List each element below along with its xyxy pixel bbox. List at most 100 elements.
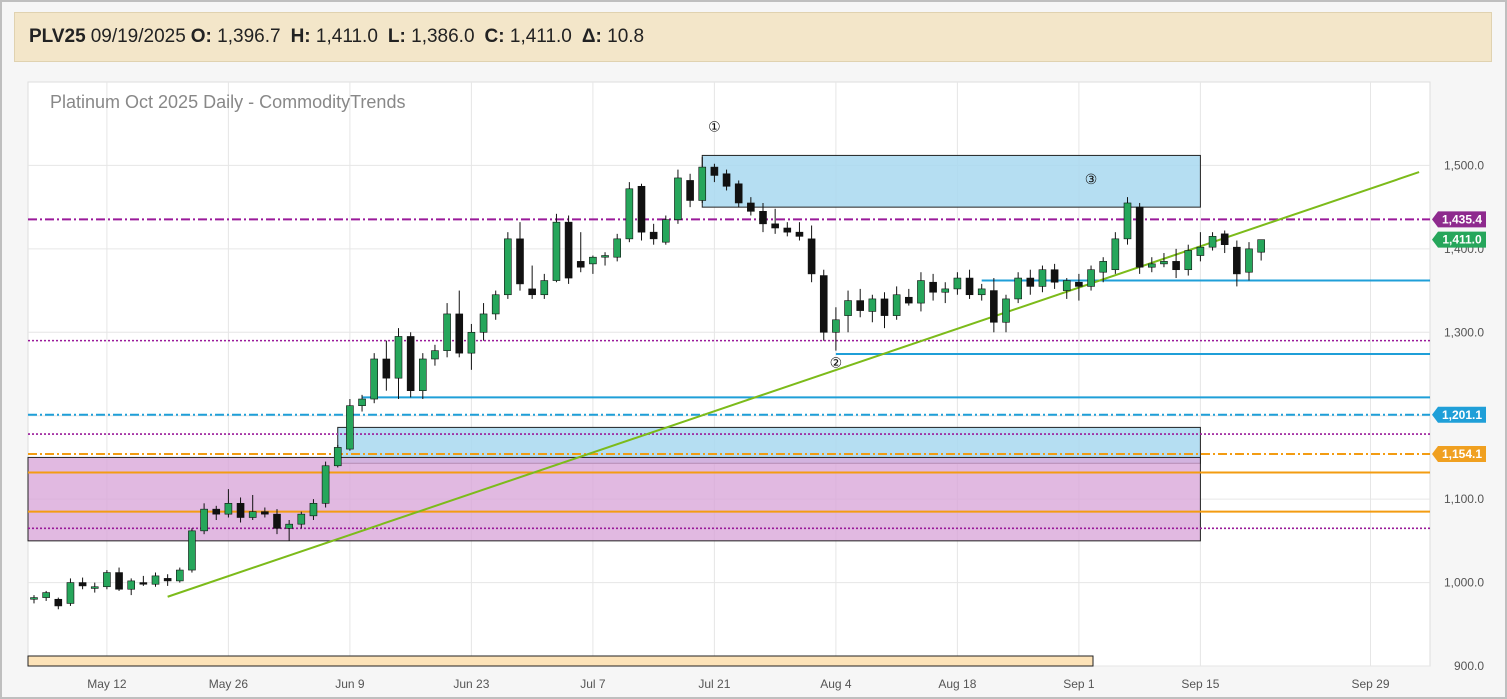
- candle: [698, 157, 707, 203]
- candle-body-down: [236, 503, 245, 518]
- price-tag: [1432, 231, 1486, 248]
- candle-body-down: [163, 578, 172, 582]
- candle: [516, 222, 524, 291]
- candle: [771, 208, 779, 234]
- candle: [929, 273, 937, 301]
- low-label: L:: [387, 26, 406, 47]
- candle: [309, 499, 318, 520]
- candle-body-up: [1245, 248, 1253, 273]
- candle: [1026, 269, 1035, 295]
- candle-body-up: [1257, 239, 1265, 253]
- candle-body-down: [455, 313, 464, 354]
- candle-body-down: [564, 221, 573, 279]
- candle-body-down: [990, 290, 998, 323]
- candle-body-up: [248, 511, 257, 518]
- candle: [1172, 248, 1180, 279]
- candle-body-up: [1111, 238, 1120, 271]
- candle-body-up: [552, 221, 561, 281]
- candle: [637, 183, 646, 241]
- price-tag: [1432, 406, 1486, 423]
- candle-body-up: [30, 597, 38, 600]
- candle: [1208, 232, 1217, 251]
- candle-body-down: [1172, 261, 1180, 271]
- candle-body-down: [139, 582, 148, 585]
- candle-body-down: [649, 231, 658, 240]
- candle-body-up: [297, 513, 306, 525]
- candle-body-down: [637, 185, 646, 233]
- candle: [977, 283, 986, 301]
- x-tick-label: Jul 21: [698, 677, 730, 691]
- x-tick-label: Sep 15: [1181, 677, 1219, 691]
- candle: [552, 213, 561, 283]
- candle: [394, 328, 403, 400]
- symbol: PLV25: [29, 26, 86, 47]
- candle-body-up: [977, 288, 986, 296]
- annotation-marker: ③: [1085, 171, 1098, 187]
- price-tag-label: 1,411.0: [1442, 233, 1482, 247]
- candle: [224, 489, 233, 518]
- x-tick-label: Jun 23: [453, 677, 489, 691]
- candle: [892, 286, 901, 320]
- candle-body-down: [929, 281, 937, 293]
- candle: [443, 303, 451, 358]
- candle-body-down: [516, 238, 524, 285]
- candle: [649, 223, 658, 245]
- candle-body-down: [54, 598, 63, 607]
- candle-body-down: [856, 300, 865, 311]
- candle: [540, 273, 549, 299]
- candle: [1184, 244, 1193, 276]
- candle-body-up: [66, 582, 75, 604]
- candle-body-up: [1208, 236, 1217, 248]
- candle-body-up: [589, 256, 597, 265]
- candle: [844, 290, 852, 333]
- candle-body-down: [807, 238, 816, 275]
- candle: [1002, 294, 1010, 333]
- price-tag: [1432, 211, 1486, 228]
- candle: [601, 252, 609, 266]
- x-axis: May 12 May 26 Jun 9 Jun 23 Jul 7 Jul 21 Aug 4 A…: [87, 677, 1390, 691]
- candle: [807, 225, 816, 283]
- y-tick-label: 1,300.0: [1444, 325, 1484, 339]
- candle-body-up: [200, 508, 208, 532]
- candle: [431, 344, 439, 366]
- candle: [30, 595, 38, 604]
- candle: [163, 574, 172, 586]
- candle-body-up: [892, 294, 901, 316]
- candle: [795, 222, 804, 241]
- zone-resistance: [701, 154, 1201, 208]
- candle: [589, 255, 597, 274]
- candle: [1050, 263, 1059, 289]
- candle: [613, 233, 622, 262]
- price-tags: 1,435.4 1,411.0 1,201.1 1,154.1: [1432, 211, 1486, 463]
- candle: [212, 505, 221, 520]
- ohlc-header: PLV25 09/19/2025 O: 1,396.7 H: 1,411.0 L…: [14, 12, 1492, 62]
- candle-body-up: [1184, 250, 1193, 271]
- candle: [151, 572, 160, 587]
- candle: [115, 567, 123, 591]
- candle: [1245, 242, 1253, 281]
- candle-body-down: [795, 231, 804, 237]
- candle-body-up: [868, 298, 877, 312]
- candle-body-down: [528, 288, 536, 296]
- x-tick-label: Aug 18: [938, 677, 976, 691]
- volume-strip: [27, 655, 1094, 667]
- candle: [953, 272, 962, 295]
- candle: [1014, 272, 1022, 304]
- candle-body-up: [844, 300, 852, 316]
- candle-body-up: [358, 398, 366, 407]
- candle-body-down: [686, 180, 694, 201]
- annotations: ① ② ③: [708, 119, 1097, 371]
- candle-body-up: [1014, 277, 1022, 300]
- change-label: Δ:: [581, 26, 602, 47]
- candle: [90, 582, 99, 593]
- close-label: C:: [484, 26, 505, 47]
- candle: [734, 180, 743, 208]
- candle: [1111, 232, 1120, 274]
- candle-body-up: [1160, 261, 1168, 265]
- candle-body-up: [151, 575, 160, 585]
- candle-body-up: [188, 530, 196, 571]
- candle-body-up: [431, 350, 439, 360]
- candle: [674, 169, 682, 224]
- candle-body-down: [783, 227, 792, 233]
